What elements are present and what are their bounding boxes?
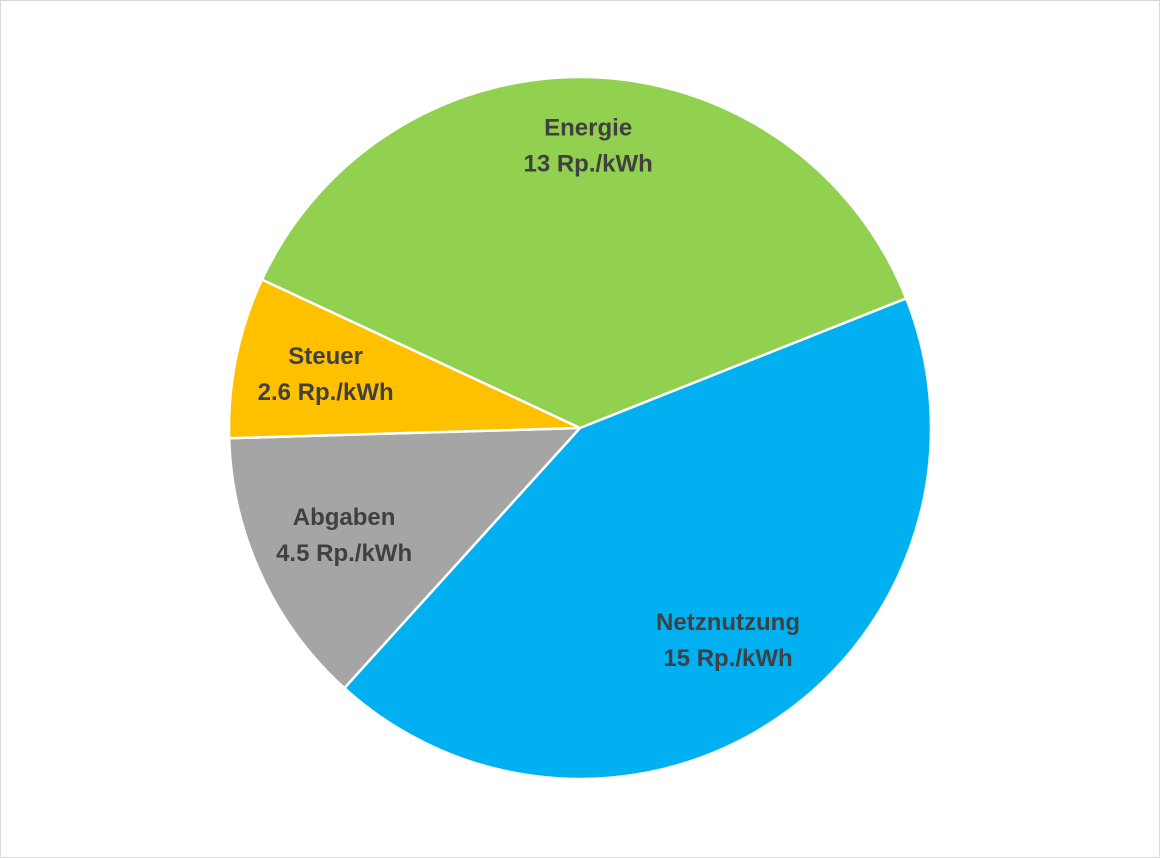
slice-value-label: 13 Rp./kWh bbox=[523, 151, 652, 178]
slice-value-label: 2.6 Rp./kWh bbox=[258, 379, 394, 406]
slice-value-label: 4.5 Rp./kWh bbox=[276, 540, 412, 567]
pie-slice bbox=[227, 426, 583, 690]
pie-slice bbox=[227, 277, 581, 440]
slice-label: Netznutzung bbox=[656, 609, 800, 636]
slice-label: Steuer bbox=[288, 343, 363, 370]
pie-slice bbox=[342, 296, 933, 781]
pie-slice bbox=[260, 75, 908, 430]
slice-label: Energie bbox=[544, 115, 632, 142]
slice-label: Abgaben bbox=[293, 504, 396, 531]
slice-value-label: 15 Rp./kWh bbox=[663, 645, 792, 672]
